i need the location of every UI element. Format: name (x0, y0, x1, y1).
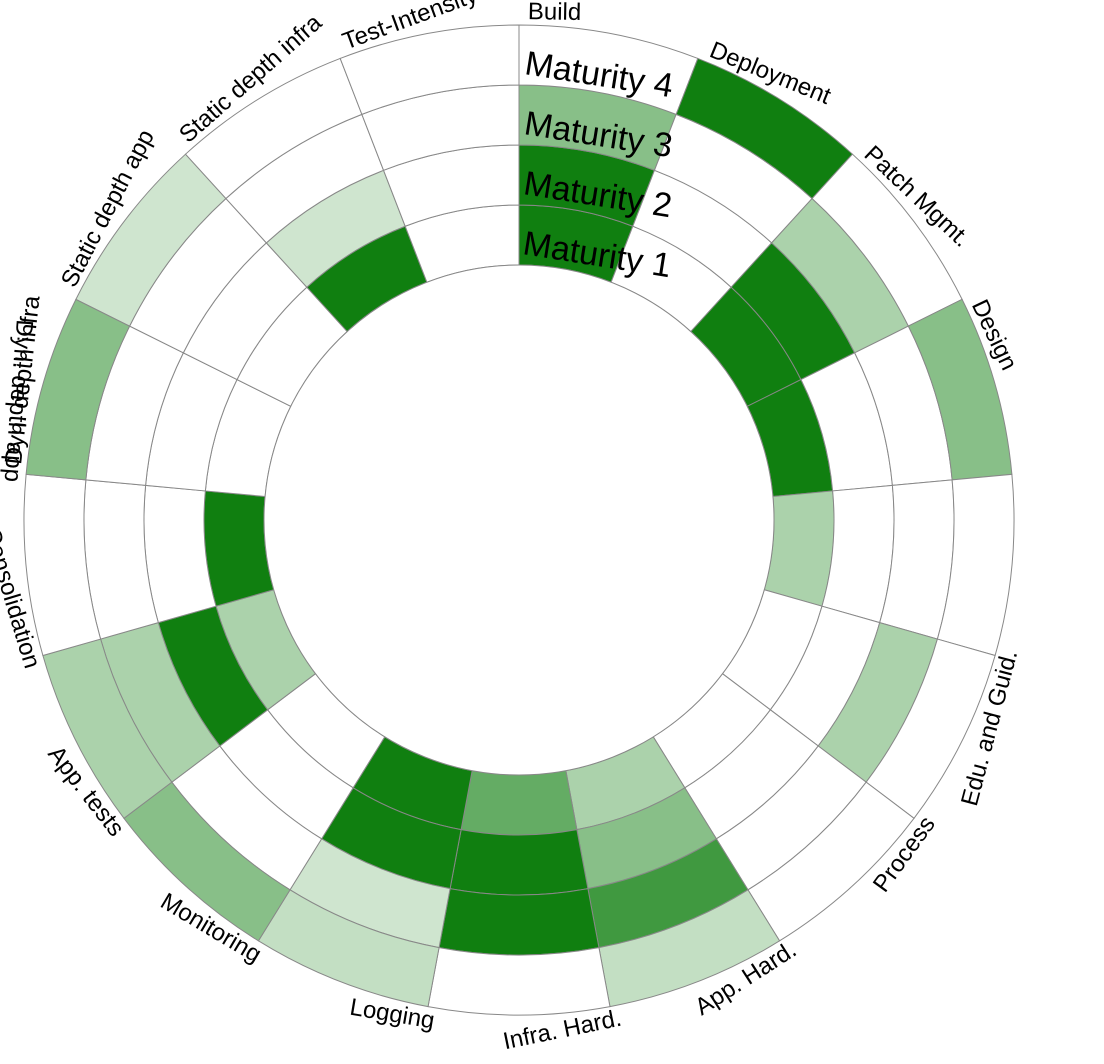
cell-logging-level-2 (449, 829, 589, 896)
cell-logging-level-4 (427, 947, 611, 1016)
cell-logging-level-3 (438, 888, 600, 956)
cell-dyn-depth-app-level-1 (203, 490, 275, 607)
cell-edu-and-guid-level-1 (763, 490, 835, 607)
inner-circle (263, 264, 775, 776)
cell-test-intensity-level-4 (339, 24, 520, 116)
cells (23, 24, 1015, 1016)
cell-logging-level-1 (460, 770, 578, 836)
dimension-label-build: Build (528, 0, 582, 26)
